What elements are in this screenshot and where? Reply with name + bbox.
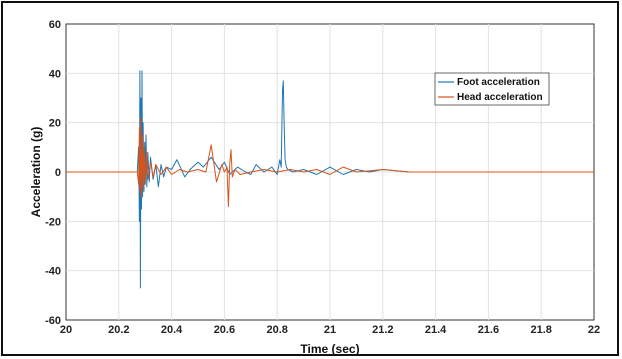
series-line-head: [66, 117, 594, 207]
x-tick-label: 21.6: [478, 324, 499, 336]
x-tick-label: 20.2: [108, 324, 129, 336]
x-tick-label: 21.4: [425, 324, 447, 336]
x-tick-label: 21: [324, 324, 336, 336]
x-tick-label: 20.4: [161, 324, 183, 336]
y-tick-label: -20: [45, 216, 61, 228]
series-group: [66, 70, 594, 289]
x-tick-label: 21.8: [530, 324, 551, 336]
legend-label-foot: Foot acceleration: [457, 77, 540, 88]
x-tick-label: 22: [588, 324, 600, 336]
y-tick-label: 60: [49, 19, 61, 31]
x-tick-label: 20.8: [266, 324, 287, 336]
legend-label-head: Head acceleration: [457, 92, 543, 103]
y-tick-labels: 60 40 20 0 -20 -40 -60: [45, 19, 61, 327]
y-axis-label: Acceleration (g): [29, 127, 43, 218]
x-tick-label: 21.2: [372, 324, 393, 336]
x-tick-labels: 20 20.2 20.4 20.6 20.8 21 21.2 21.4 21.6 21.8 22: [60, 324, 600, 336]
y-tick-label: 40: [49, 68, 61, 80]
y-tick-label: -40: [45, 266, 61, 278]
legend: Foot acceleration Head acceleration: [434, 72, 550, 106]
x-axis-label: Time (sec): [300, 342, 359, 356]
x-tick-label: 20.6: [214, 324, 235, 336]
y-tick-label: -60: [45, 315, 61, 327]
x-tick-label: 20: [60, 324, 72, 336]
y-tick-label: 20: [49, 118, 61, 130]
legend-box: [434, 72, 550, 106]
series-line-foot: [66, 70, 594, 289]
y-tick-label: 0: [55, 167, 61, 179]
